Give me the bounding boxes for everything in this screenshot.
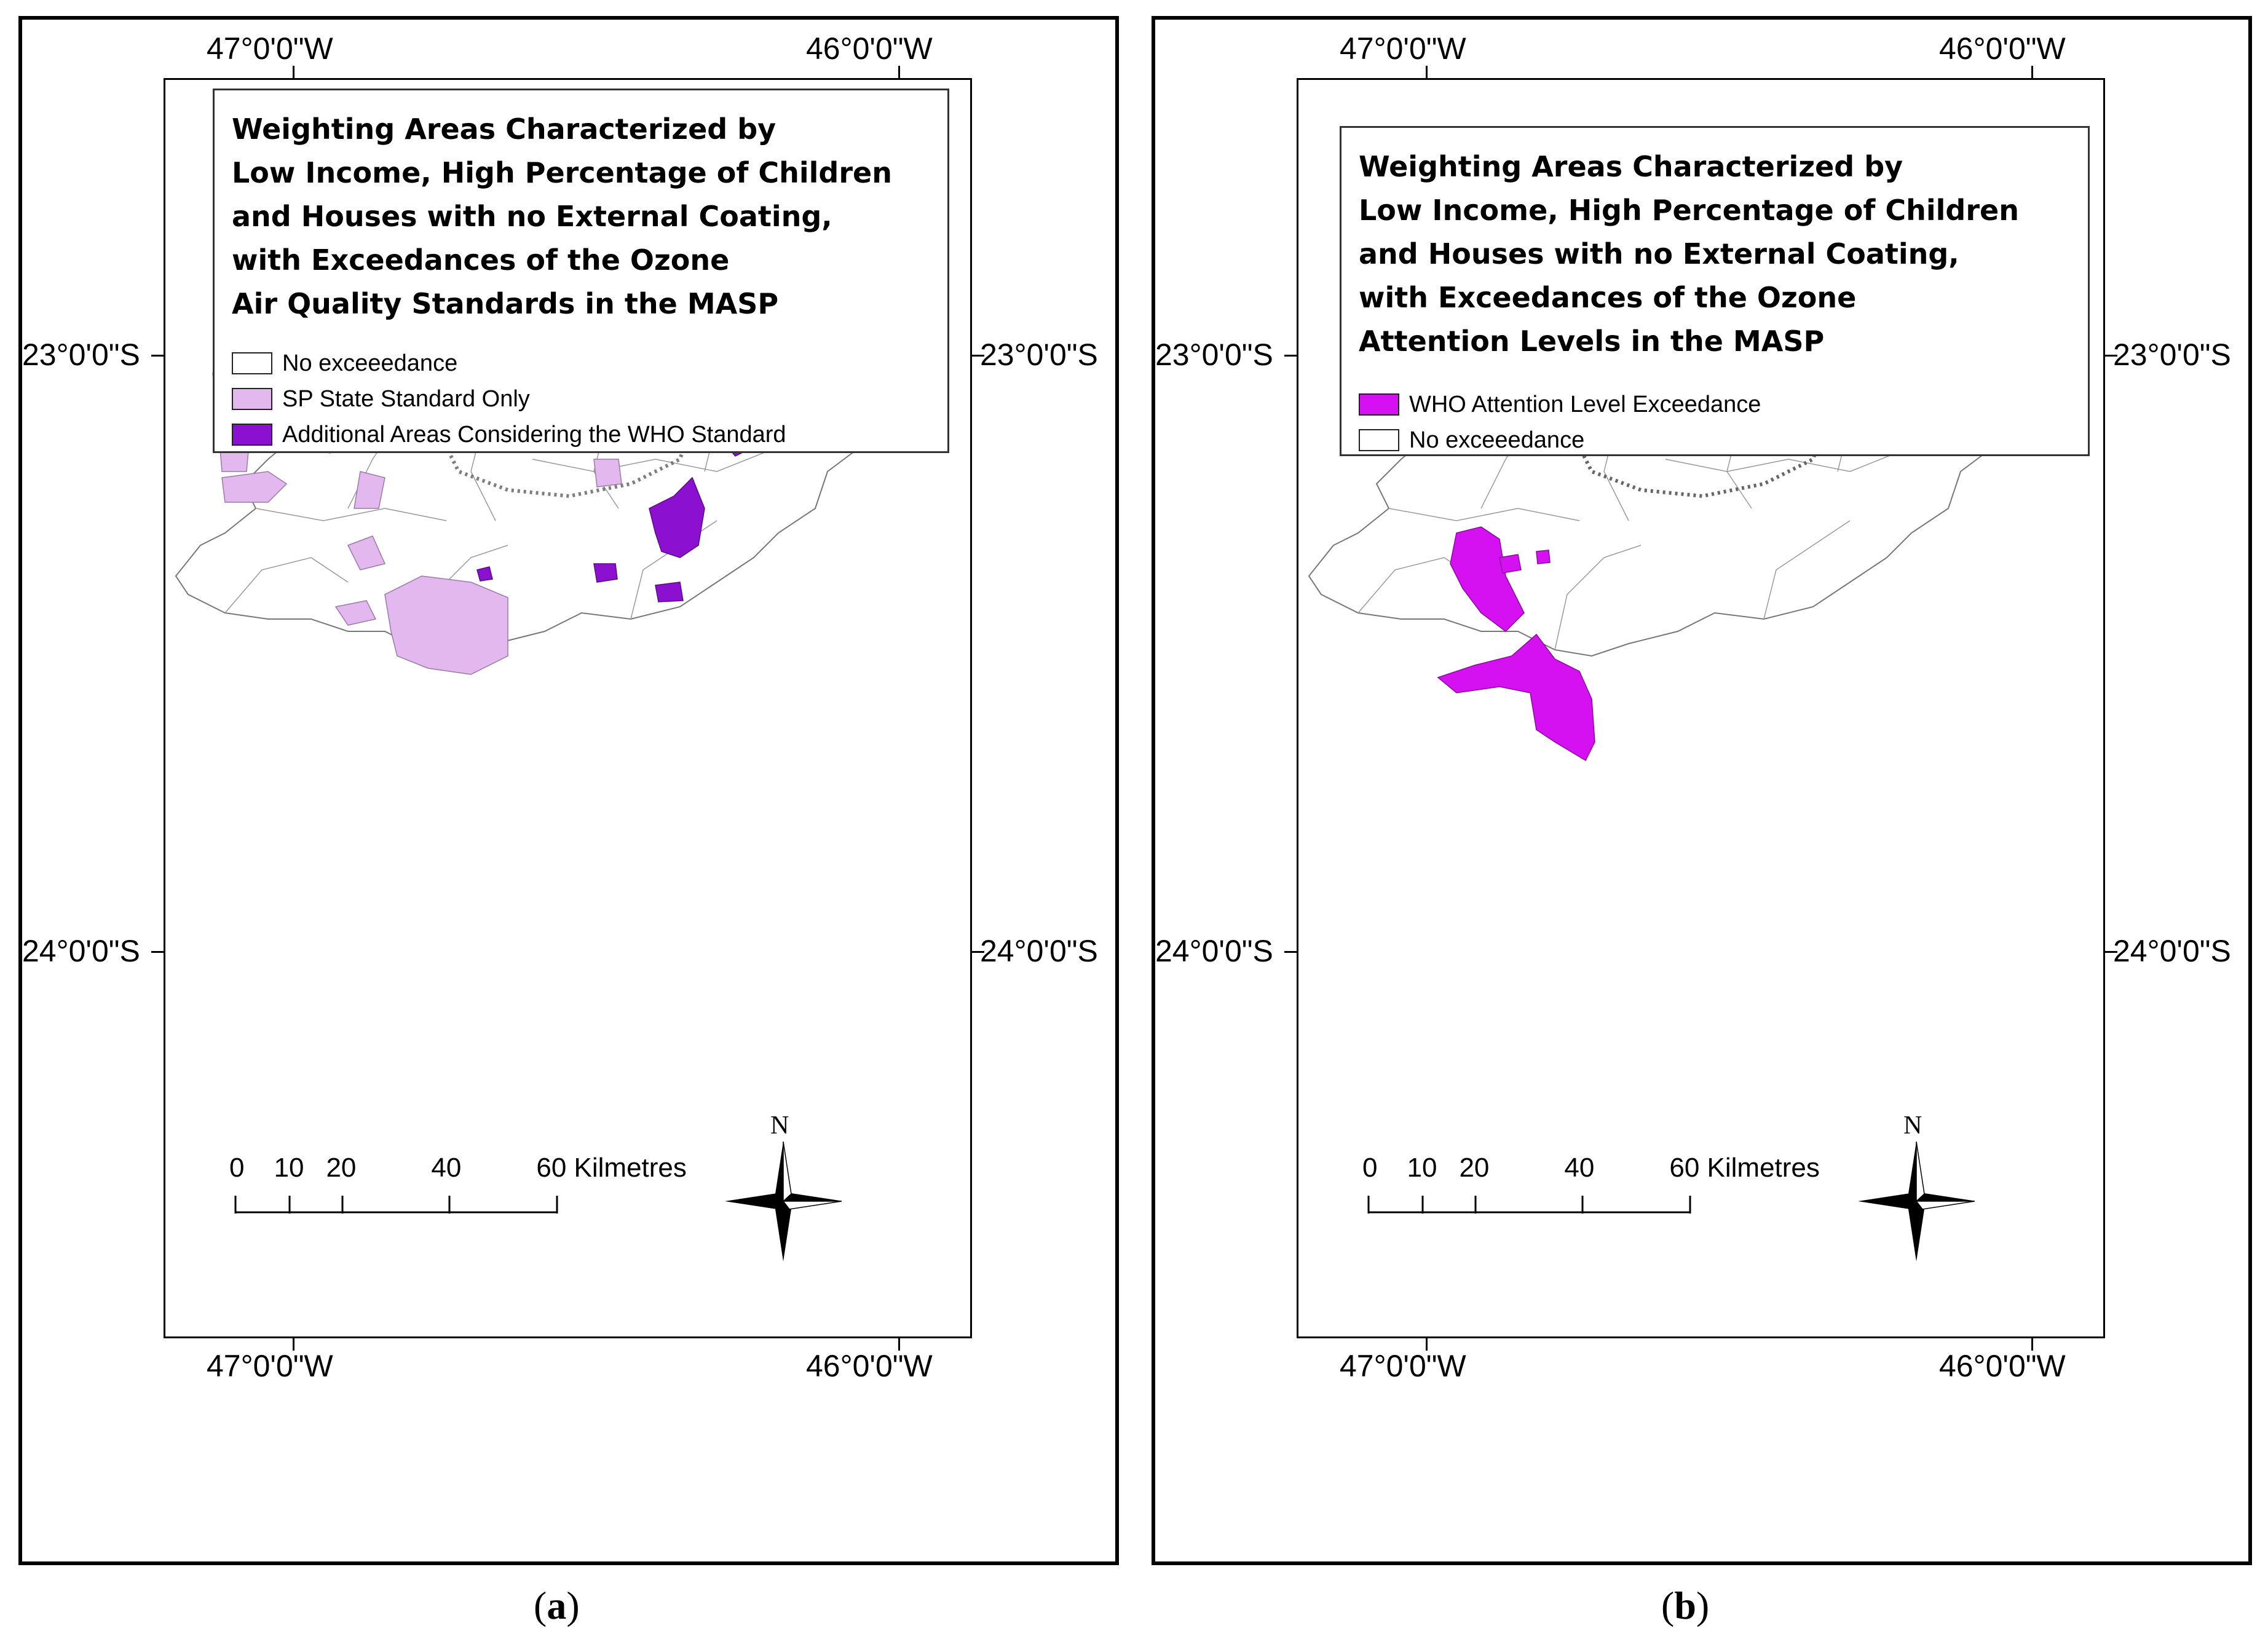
latitude-label: 24°0'0"S	[980, 934, 1098, 968]
graticule-tick	[293, 66, 294, 79]
legend-title-line: with Exceedances of the Ozone	[1359, 281, 1857, 314]
legend-item: WHO Attention Level Exceedance	[1359, 387, 1761, 422]
legend-title-line: with Exceedances of the Ozone	[232, 243, 730, 277]
graticule-tick	[1284, 951, 1298, 953]
north-label: N	[1903, 1111, 1922, 1140]
legend-swatch	[1359, 429, 1399, 451]
legend-title-line: and Houses with no External Coating,	[232, 200, 832, 233]
north-label: N	[770, 1111, 789, 1140]
graticule-tick	[898, 66, 900, 79]
legend-title-line: Weighting Areas Characterized by	[1359, 150, 1903, 183]
legend-item: No exceeedance	[232, 345, 786, 381]
legend-items: No exceeedance SP State Standard Only Ad…	[232, 345, 786, 452]
graticule-tick	[2104, 355, 2117, 357]
latitude-label: 23°0'0"S	[22, 337, 140, 372]
latitude-label: 23°0'0"S	[2113, 337, 2231, 372]
legend-title-line: Low Income, High Percentage of Children	[232, 156, 892, 189]
scale-tick-label: 10	[1407, 1153, 1437, 1183]
scale-tick-label: 0	[1362, 1153, 1378, 1183]
scale-unit: Kilmetres	[574, 1153, 687, 1183]
legend-item-label: WHO Attention Level Exceedance	[1409, 391, 1761, 417]
latitude-label: 24°0'0"S	[1155, 934, 1273, 968]
scale-tick-label: 40	[1564, 1153, 1595, 1183]
graticule-tick	[2031, 66, 2033, 79]
latitude-label: 23°0'0"S	[1155, 337, 1273, 372]
graticule-tick	[1426, 1337, 1428, 1351]
graticule-tick	[971, 355, 984, 357]
legend-item: SP State Standard Only	[232, 381, 786, 417]
longitude-label: 46°0'0"W	[806, 1349, 933, 1383]
scale-tick-label: 40	[431, 1153, 462, 1183]
legend-title: Weighting Areas Characterized by Low Inc…	[1359, 145, 2019, 363]
legend-title-line: Weighting Areas Characterized by	[232, 112, 776, 146]
scale-unit: Kilmetres	[1707, 1153, 1820, 1183]
longitude-label: 46°0'0"W	[1939, 1349, 2066, 1383]
longitude-label: 47°0'0"W	[1340, 1349, 1466, 1383]
graticule-tick	[971, 951, 984, 953]
longitude-label: 47°0'0"W	[207, 1349, 333, 1383]
scale-bar	[234, 1196, 558, 1214]
caption-a: (a)	[534, 1584, 580, 1627]
north-arrow-icon	[725, 1142, 842, 1261]
map-panel-a: 47°0'0"W 46°0'0"W 47°0'0"W 46°0'0"W 23°0…	[18, 16, 1119, 1565]
longitude-label: 47°0'0"W	[207, 31, 333, 66]
legend-items: WHO Attention Level Exceedance No exceee…	[1359, 387, 1761, 458]
map-legend: Weighting Areas Characterized by Low Inc…	[1340, 126, 2090, 456]
legend-swatch	[232, 424, 272, 446]
scale-bar	[1367, 1196, 1691, 1214]
graticule-tick	[1426, 66, 1428, 79]
legend-title-line: Attention Levels in the MASP	[1359, 325, 1825, 358]
legend-item-label: SP State Standard Only	[282, 385, 530, 412]
longitude-label: 46°0'0"W	[806, 31, 933, 66]
scale-tick-label: 60	[536, 1153, 567, 1183]
legend-title: Weighting Areas Characterized by Low Inc…	[232, 108, 892, 326]
scale-tick-label: 20	[326, 1153, 357, 1183]
latitude-label: 23°0'0"S	[980, 337, 1098, 372]
legend-title-line: Low Income, High Percentage of Children	[1359, 194, 2019, 227]
legend-swatch	[232, 388, 272, 410]
scale-tick-label: 20	[1459, 1153, 1490, 1183]
legend-item-label: No exceeedance	[282, 350, 458, 376]
graticule-tick	[151, 355, 165, 357]
legend-item-label: Additional Areas Considering the WHO Sta…	[282, 421, 786, 448]
scale-tick-label: 10	[274, 1153, 304, 1183]
graticule-tick	[293, 1337, 294, 1351]
legend-item: No exceeedance	[1359, 422, 1761, 458]
map-legend: Weighting Areas Characterized by Low Inc…	[213, 89, 949, 453]
caption-letter: a	[547, 1584, 567, 1627]
legend-title-line: and Houses with no External Coating,	[1359, 237, 1959, 270]
legend-title-line: Air Quality Standards in the MASP	[232, 287, 779, 320]
legend-swatch	[1359, 393, 1399, 416]
graticule-tick	[151, 951, 165, 953]
caption-letter: b	[1674, 1584, 1696, 1627]
longitude-label: 46°0'0"W	[1939, 31, 2066, 66]
scale-bar-labels: 0 10 20 40 60 Kilmetres	[229, 1153, 687, 1183]
graticule-tick	[2104, 951, 2117, 953]
graticule-tick	[898, 1337, 900, 1351]
scale-bar-labels: 0 10 20 40 60 Kilmetres	[1362, 1153, 1820, 1183]
legend-swatch	[232, 352, 272, 374]
scale-tick-label: 0	[229, 1153, 245, 1183]
graticule-tick	[1284, 355, 1298, 357]
caption-b: (b)	[1661, 1584, 1710, 1627]
legend-item: Additional Areas Considering the WHO Sta…	[232, 417, 786, 452]
latitude-label: 24°0'0"S	[2113, 934, 2231, 968]
latitude-label: 24°0'0"S	[22, 934, 140, 968]
north-arrow-icon	[1858, 1142, 1975, 1261]
scale-tick-label: 60	[1669, 1153, 1700, 1183]
graticule-tick	[2031, 1337, 2033, 1351]
map-panel-b: 47°0'0"W 46°0'0"W 47°0'0"W 46°0'0"W 23°0…	[1152, 16, 2252, 1565]
legend-item-label: No exceeedance	[1409, 427, 1585, 453]
longitude-label: 47°0'0"W	[1340, 31, 1466, 66]
